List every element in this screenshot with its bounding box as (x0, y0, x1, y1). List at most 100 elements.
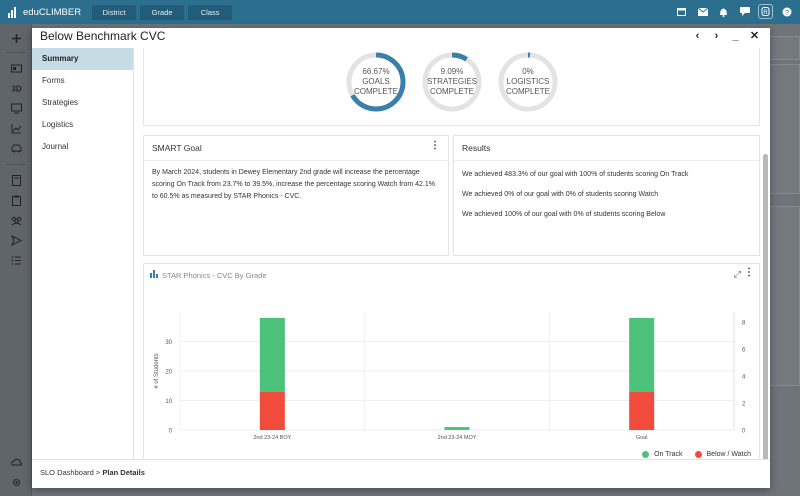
logistics-label: LOGISTICS (506, 77, 550, 86)
strategies-percent: 9.09% (440, 67, 464, 76)
nav-tab-district[interactable]: District (92, 4, 137, 20)
chart-title: STAR Phonics - CVC By Grade (162, 271, 267, 280)
goals-label: GOALS (362, 77, 390, 86)
chart-icon[interactable] (10, 122, 22, 134)
results-title: Results (462, 143, 491, 153)
result-line-below: We achieved 100% of our goal with 0% of … (462, 211, 666, 218)
monitor-icon[interactable] (10, 102, 22, 114)
nav-tab-class[interactable]: Class (188, 4, 233, 20)
chart-kebab-icon[interactable]: ⋮ (744, 267, 754, 278)
breadcrumb: SLO Dashboard > Plan Details (40, 468, 145, 477)
strategies-donut: 9.09% STRATEGIES COMPLETE (420, 50, 484, 114)
donut-progress-arc (498, 52, 558, 112)
y-tick-label: 20 (165, 370, 172, 376)
bar-below-watch (629, 391, 655, 430)
legend-on-track[interactable]: On Track (642, 451, 683, 458)
bar-chart-icon (150, 270, 158, 278)
modal-header: Below Benchmark CVC ‹ › _ ✕ (32, 28, 770, 48)
expand-icon[interactable]: ⤢ (733, 269, 741, 279)
chevron-left-icon[interactable]: ‹ (695, 30, 700, 42)
goals-percent: 66.67% (362, 67, 390, 76)
bell-icon[interactable] (716, 4, 731, 19)
user-icon[interactable]: R (758, 4, 773, 19)
clipboard-icon[interactable] (10, 194, 22, 206)
y2-tick-label: 0 (742, 429, 746, 435)
chart-card: STAR Phonics - CVC By Grade ⤢ ⋮ 0 10 20 30 0… (143, 263, 760, 459)
calendar-icon[interactable] (674, 4, 689, 19)
svg-text:3D: 3D (11, 84, 21, 93)
smart-goal-card: SMART Goal ⋮ By March 2024, students in … (143, 135, 449, 256)
sidebar-item-logistics[interactable]: Logistics (42, 120, 74, 129)
sidebar-item-forms[interactable]: Forms (42, 76, 65, 85)
smart-goal-text: By March 2024, students in Dewey Element… (152, 169, 435, 200)
y2-tick-label: 4 (742, 375, 746, 381)
goals-sub: COMPLETE (353, 87, 398, 96)
bar-on-track (629, 317, 655, 392)
plan-details-modal: Below Benchmark CVC ‹ › _ ✕ Summary Form… (32, 28, 770, 488)
cloud-icon[interactable] (10, 456, 22, 468)
y2-tick-label: 2 (742, 402, 746, 408)
donut-progress-arc (422, 52, 482, 112)
x-tick-label: 2nd 23-24 BOY (253, 435, 291, 441)
app-name: eduCLIMBER (23, 6, 82, 18)
notebook-icon[interactable] (10, 174, 22, 186)
bar-on-track (259, 317, 285, 392)
top-app-bar: eduCLIMBER District Grade Class R ? (0, 0, 800, 24)
send-icon[interactable] (10, 234, 22, 246)
logo-bars-icon (8, 6, 16, 18)
legend-below-watch[interactable]: Below / Watch (694, 451, 751, 458)
smart-goal-title: SMART Goal (152, 143, 202, 153)
car-icon[interactable] (10, 142, 22, 154)
bar-on-track (444, 427, 470, 430)
id-card-icon[interactable] (10, 62, 22, 74)
list-icon[interactable] (10, 254, 22, 266)
bar-below-watch (259, 391, 285, 430)
summary-content: 66.67% GOALS COMPLETE 9.09% STRATEGIES COMPL… (135, 48, 770, 459)
sidebar-item-strategies[interactable]: Strategies (42, 98, 79, 107)
breadcrumb-root[interactable]: SLO Dashboard (40, 468, 94, 477)
scrollbar[interactable] (763, 154, 768, 459)
modal-title: Below Benchmark CVC (40, 29, 166, 43)
y-tick-label: 30 (165, 340, 172, 346)
logistics-sub: COMPLETE (505, 87, 550, 96)
strategies-sub: COMPLETE (429, 87, 474, 96)
progress-card: 66.67% GOALS COMPLETE 9.09% STRATEGIES COMPL… (143, 48, 760, 126)
logistics-percent: 0% (522, 67, 534, 76)
logistics-donut: 0% LOGISTICS COMPLETE (496, 50, 560, 114)
modal-footer: SLO Dashboard > Plan Details (32, 459, 770, 488)
close-icon[interactable]: ✕ (749, 30, 760, 42)
3d-icon[interactable]: 3D (10, 82, 22, 94)
y-axis-label: # of Students (154, 353, 160, 388)
y-tick-label: 0 (169, 429, 173, 435)
help-icon[interactable]: ? (779, 4, 794, 19)
chart-legend: On Track Below / Watch (642, 451, 751, 458)
sidebar-item-journal[interactable]: Journal (42, 142, 69, 151)
mail-icon[interactable] (695, 4, 710, 19)
y2-tick-label: 6 (742, 348, 746, 354)
y2-tick-label: 8 (742, 321, 746, 327)
app-logo[interactable]: eduCLIMBER (8, 6, 82, 18)
left-rail: 3D (0, 24, 32, 496)
modal-sidebar: Summary Forms Strategies Logistics Journ… (32, 48, 134, 459)
nav-tab-grade[interactable]: Grade (140, 4, 185, 20)
minimize-icon[interactable]: _ (732, 30, 739, 42)
svg-text:?: ? (785, 10, 789, 17)
results-card: Results We achieved 483.3% of our goal w… (453, 135, 760, 256)
chat-icon[interactable] (737, 4, 752, 19)
group-icon[interactable] (10, 214, 22, 226)
stacked-bar-chart: 0 10 20 30 0 2 4 6 8 # of Students 2nd 23-24 BOY 2n… (154, 312, 746, 441)
strategies-label: STRATEGIES (426, 77, 478, 86)
chevron-right-icon[interactable]: › (714, 30, 719, 42)
sidebar-item-summary[interactable]: Summary (32, 48, 133, 70)
y-tick-label: 10 (165, 399, 172, 405)
donut-progress-arc (346, 52, 406, 112)
kebab-menu-icon[interactable]: ⋮ (430, 140, 440, 151)
svg-text:R: R (763, 10, 768, 16)
x-tick-label: 2nd 23-24 MOY (438, 435, 477, 441)
plus-icon[interactable] (10, 32, 22, 44)
result-line-watch: We achieved 0% of our goal with 0% of st… (462, 191, 659, 198)
goals-donut: 66.67% GOALS COMPLETE (344, 50, 408, 114)
gear-icon[interactable] (10, 476, 22, 488)
x-tick-label: Goal (636, 435, 648, 441)
result-line-on-track: We achieved 483.3% of our goal with 100%… (462, 171, 689, 178)
